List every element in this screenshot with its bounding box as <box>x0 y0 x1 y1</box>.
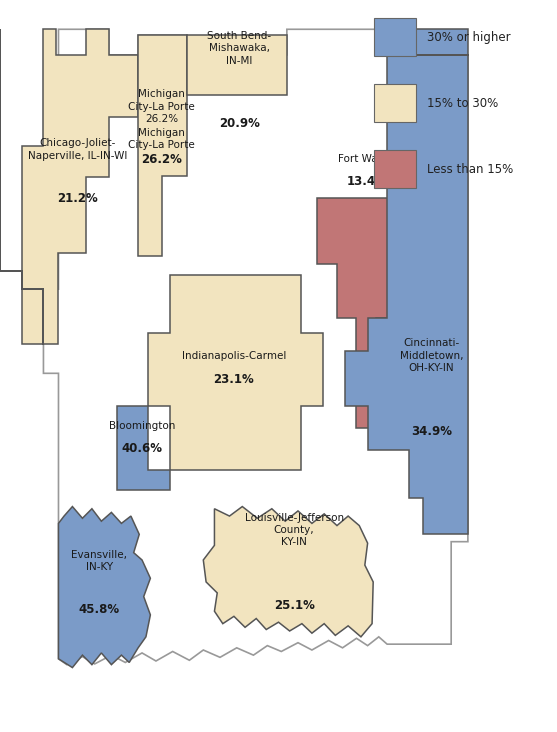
Text: 34.9%: 34.9% <box>411 425 452 438</box>
Text: Michigan
City-La Porte: Michigan City-La Porte <box>128 128 195 150</box>
Polygon shape <box>148 274 323 470</box>
Text: 45.8%: 45.8% <box>79 603 120 616</box>
Text: 21.2%: 21.2% <box>57 192 99 205</box>
Polygon shape <box>43 29 468 665</box>
Text: Fort Wayne: Fort Wayne <box>338 154 397 164</box>
Polygon shape <box>58 507 150 668</box>
Text: 13.4%: 13.4% <box>347 175 388 188</box>
Text: 23.1%: 23.1% <box>213 373 255 386</box>
Text: 15% to 30%: 15% to 30% <box>427 97 499 110</box>
Text: Chicago-Joliet-
Naperville, IL-IN-WI: Chicago-Joliet- Naperville, IL-IN-WI <box>28 138 128 160</box>
Text: Indianapolis-Carmel: Indianapolis-Carmel <box>182 351 286 362</box>
Polygon shape <box>117 406 170 490</box>
Text: 26.2%: 26.2% <box>141 153 182 166</box>
Text: 30% or higher: 30% or higher <box>427 31 511 44</box>
Text: Bloomington: Bloomington <box>109 421 175 431</box>
Polygon shape <box>0 29 138 344</box>
FancyBboxPatch shape <box>374 84 416 122</box>
Polygon shape <box>138 35 187 256</box>
Text: 20.9%: 20.9% <box>219 117 260 130</box>
Text: Louisville-Jefferson
County,
KY-IN: Louisville-Jefferson County, KY-IN <box>245 512 344 548</box>
Text: 25.1%: 25.1% <box>273 599 315 612</box>
Polygon shape <box>317 198 415 428</box>
Text: Michigan
City-La Porte
26.2%: Michigan City-La Porte 26.2% <box>128 89 195 124</box>
Text: South Bend-
Mishawaka,
IN-MI: South Bend- Mishawaka, IN-MI <box>207 31 272 66</box>
Text: 40.6%: 40.6% <box>121 442 163 455</box>
Text: Cincinnati-
Middletown,
OH-KY-IN: Cincinnati- Middletown, OH-KY-IN <box>400 338 463 373</box>
Text: Less than 15%: Less than 15% <box>427 163 514 176</box>
FancyBboxPatch shape <box>374 150 416 188</box>
Polygon shape <box>345 29 468 534</box>
Text: Evansville,
IN-KY: Evansville, IN-KY <box>71 550 127 572</box>
Polygon shape <box>203 507 373 637</box>
Polygon shape <box>187 35 287 95</box>
FancyBboxPatch shape <box>374 18 416 56</box>
